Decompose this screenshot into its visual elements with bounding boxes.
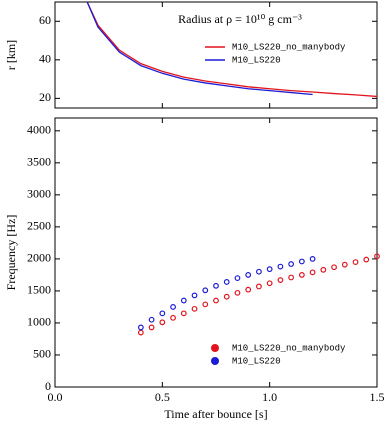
legend-label: M10_LS220 [232, 55, 281, 65]
y-tick-label: 1000 [27, 315, 51, 329]
legend-label: M10_LS220_no_manybody [232, 42, 346, 52]
y-tick-label: 60 [39, 13, 51, 27]
point [341, 261, 348, 268]
y-tick-label: 3500 [27, 155, 51, 169]
x-tick-label: 0.5 [155, 390, 170, 404]
y-tick-label: 500 [33, 347, 51, 361]
plot-frame [54, 117, 378, 388]
y-axis-label: r [km] [4, 40, 18, 70]
plot-frame [54, 1, 378, 109]
point [363, 256, 370, 263]
legend-label: M10_LS220_no_manybody [232, 343, 346, 353]
point [277, 263, 284, 270]
point [234, 275, 241, 282]
point [159, 319, 166, 326]
point [331, 264, 337, 271]
y-tick-label: 20 [39, 90, 51, 104]
point [202, 301, 209, 308]
y-tick-label: 40 [39, 52, 51, 66]
point [309, 256, 316, 262]
point [288, 261, 295, 267]
x-axis-label: Time after bounce [s] [164, 407, 267, 421]
point [298, 272, 305, 278]
series-line [86, 2, 313, 96]
point [159, 310, 166, 317]
point [180, 310, 187, 317]
point [202, 287, 209, 294]
y-tick-label: 1500 [27, 283, 51, 297]
point [213, 297, 219, 304]
point [170, 304, 176, 310]
point [256, 268, 262, 275]
point [245, 272, 252, 278]
y-tick-label: 0 [45, 379, 51, 393]
point [213, 282, 219, 289]
point [180, 297, 187, 304]
panel-title: Radius at ρ = 10¹⁰ g cm⁻³ [178, 12, 302, 26]
x-tick-label: 1.5 [370, 390, 385, 404]
panel: 0 500 1000 1500 2000 2500 3000 3500 4000 0.0 0.5 1.… [4, 117, 385, 421]
point [223, 279, 230, 285]
panel: 20 40 60 r [km] Radius at ρ = 10¹⁰ g cm⁻³ M10… [4, 1, 378, 109]
y-axis-label: Frequency [Hz] [4, 215, 18, 291]
point [191, 292, 198, 299]
point [266, 266, 273, 273]
point [374, 253, 380, 260]
point [352, 259, 359, 266]
x-tick-label: 1.0 [262, 390, 277, 404]
point [137, 324, 144, 331]
point [191, 305, 198, 312]
series-line [86, 2, 377, 98]
y-tick-label: 3000 [27, 187, 51, 201]
point [266, 280, 273, 287]
point [277, 277, 284, 283]
point [223, 293, 230, 300]
point [298, 258, 305, 265]
y-tick-label: 4000 [27, 123, 51, 137]
point [309, 269, 316, 276]
point [245, 286, 252, 293]
legend-swatch [211, 344, 219, 352]
point [256, 283, 262, 290]
legend-label: M10_LS220 [232, 356, 281, 366]
y-tick-label: 2000 [27, 251, 51, 265]
point [170, 314, 176, 321]
y-tick-label: 2500 [27, 219, 51, 233]
point [137, 329, 144, 336]
point [288, 274, 295, 281]
legend-swatch [211, 357, 219, 365]
point [148, 316, 155, 323]
point [234, 289, 241, 296]
x-tick-label: 0.0 [48, 390, 63, 404]
point [148, 324, 155, 331]
point [320, 266, 327, 273]
